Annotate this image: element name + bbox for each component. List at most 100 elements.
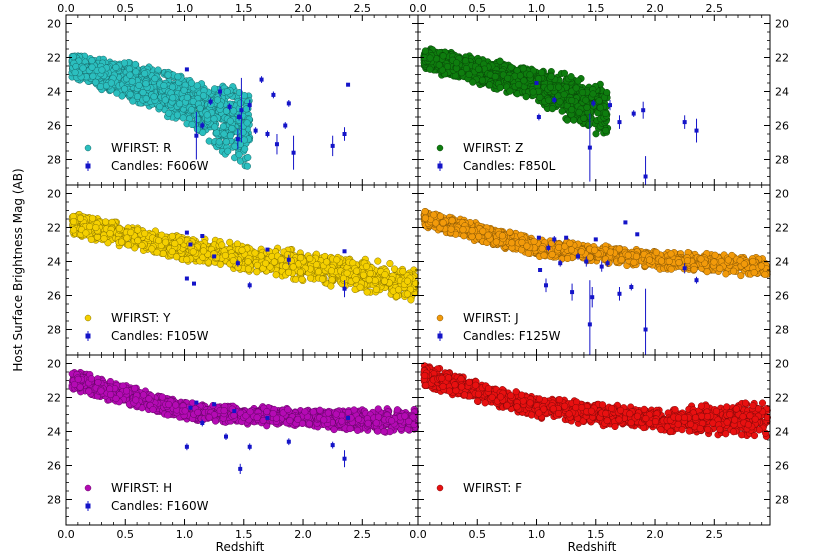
wfirst-point: [176, 100, 184, 108]
wfirst-point: [134, 226, 142, 234]
wfirst-point: [475, 65, 483, 73]
wfirst-point: [365, 276, 373, 284]
candles-point: [342, 132, 347, 136]
wfirst-point: [196, 104, 204, 112]
wfirst-point: [253, 268, 261, 276]
wfirst-point: [465, 70, 473, 79]
wfirst-point: [216, 260, 224, 268]
wfirst-point: [87, 235, 95, 244]
wfirst-point: [546, 83, 554, 91]
wfirst-point: [352, 276, 360, 284]
x-tick-label: 2.5: [354, 2, 372, 15]
wfirst-point: [568, 96, 576, 105]
wfirst-point: [283, 251, 291, 259]
wfirst-points: [68, 52, 254, 170]
candles-point: [682, 120, 687, 125]
wfirst-point: [169, 94, 177, 102]
wfirst-point: [580, 114, 588, 122]
candles-point: [235, 137, 240, 142]
wfirst-point: [183, 93, 191, 102]
candles-point: [188, 242, 193, 247]
wfirst-point: [519, 65, 527, 73]
wfirst-point: [374, 257, 382, 265]
wfirst-point: [183, 256, 191, 264]
candles-point: [218, 89, 223, 94]
legend-marker-wfirst: [84, 144, 92, 152]
wfirst-point: [439, 52, 447, 60]
wfirst-point: [135, 81, 143, 89]
wfirst-point: [228, 124, 236, 133]
wfirst-point: [126, 90, 134, 98]
wfirst-point: [386, 259, 394, 268]
wfirst-point: [222, 138, 230, 146]
wfirst-point: [131, 60, 139, 68]
wfirst-point: [458, 69, 466, 77]
candles-point: [591, 101, 596, 106]
wfirst-points: [68, 210, 420, 304]
wfirst-point: [257, 252, 265, 260]
y-tick-label: 28: [775, 154, 789, 167]
wfirst-point: [306, 254, 314, 263]
wfirst-point: [113, 89, 121, 97]
wfirst-point: [92, 224, 100, 232]
wfirst-point: [395, 286, 403, 294]
candles-point: [552, 98, 557, 102]
wfirst-point: [244, 265, 252, 273]
candles-point: [212, 254, 217, 259]
y-tick-label: 26: [47, 120, 61, 133]
candles-point: [192, 281, 196, 286]
wfirst-point: [187, 106, 196, 114]
wfirst-point: [86, 223, 94, 231]
wfirst-point: [124, 241, 132, 249]
wfirst-point: [574, 77, 582, 85]
wfirst-point: [238, 246, 246, 254]
wfirst-point: [224, 147, 232, 155]
wfirst-point: [194, 115, 202, 123]
candles-point: [194, 133, 199, 138]
candles-point: [184, 67, 189, 72]
wfirst-point: [218, 241, 226, 249]
wfirst-point: [522, 93, 530, 101]
wfirst-point: [88, 57, 96, 65]
wfirst-point: [262, 259, 270, 267]
candles-point: [271, 92, 276, 97]
wfirst-point: [239, 128, 247, 136]
wfirst-point: [161, 96, 169, 104]
wfirst-point: [142, 80, 150, 88]
wfirst-point: [213, 96, 222, 104]
wfirst-point: [226, 238, 234, 246]
wfirst-points: [420, 45, 612, 138]
wfirst-point: [106, 229, 114, 237]
legend-marker-candles: [437, 163, 443, 169]
wfirst-point: [141, 70, 149, 78]
y-tick-label: 20: [775, 18, 789, 31]
wfirst-point: [504, 74, 512, 82]
candles-point: [641, 108, 646, 113]
wfirst-point: [601, 109, 610, 118]
y-tick-label: 28: [47, 154, 61, 167]
wfirst-point: [507, 63, 515, 71]
wfirst-point: [556, 98, 564, 106]
legend-marker-wfirst: [84, 314, 92, 322]
candles-point: [265, 132, 270, 136]
legend-label-candles: Candles: F606W: [111, 159, 209, 173]
wfirst-point: [193, 125, 201, 133]
wfirst-point: [515, 81, 523, 89]
wfirst-point: [220, 130, 228, 138]
wfirst-point: [174, 73, 182, 81]
wfirst-point: [371, 276, 379, 285]
candles-point: [342, 286, 347, 291]
candles-point: [184, 230, 189, 235]
wfirst-point: [221, 251, 229, 259]
wfirst-point: [129, 97, 137, 105]
wfirst-point: [102, 218, 110, 226]
wfirst-point: [282, 262, 290, 270]
wfirst-point: [243, 119, 251, 127]
wfirst-point: [478, 76, 487, 84]
candles-point: [283, 123, 288, 128]
wfirst-point: [579, 88, 587, 97]
candles-point: [694, 128, 699, 133]
candles-point: [617, 120, 622, 125]
wfirst-point: [203, 111, 211, 119]
